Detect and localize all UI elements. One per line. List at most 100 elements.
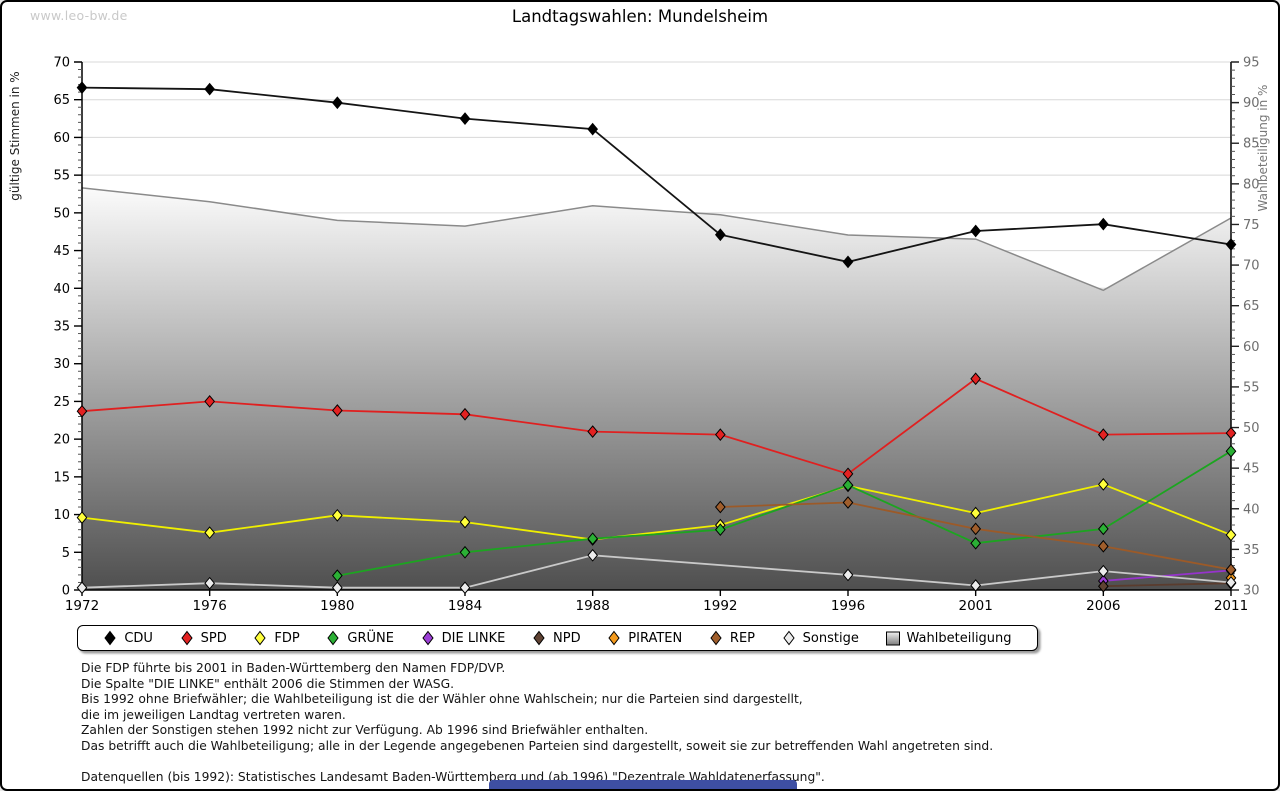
marker-Sonstige	[459, 581, 471, 595]
diamond-marker-icon	[421, 630, 434, 646]
marker-Sonstige	[204, 576, 216, 590]
legend-item-spd: SPD	[180, 630, 227, 646]
legend-label: FDP	[274, 630, 300, 646]
legend-item-rep: REP	[709, 630, 755, 646]
marker-SPD	[714, 428, 726, 441]
marker-SPD	[204, 395, 216, 408]
marker-REP	[714, 500, 726, 514]
series-line-FDP	[81, 483, 1232, 541]
chart-legend: CDU SPD FDP GRÜNE DIE LINKE NPD PIRATEN REP Sons…	[77, 625, 1038, 651]
svg-text:2011: 2011	[1214, 598, 1248, 614]
marker-GRÜNE	[1097, 522, 1109, 536]
series-line-GRÜNE	[337, 450, 1232, 577]
svg-text:35: 35	[1243, 543, 1260, 558]
marker-REP	[842, 496, 854, 509]
legend-label: NPD	[553, 630, 581, 646]
footnote-line: die im jeweiligen Landtag vertreten ware…	[81, 707, 346, 722]
svg-text:40: 40	[1243, 502, 1260, 517]
svg-text:5: 5	[62, 546, 70, 561]
svg-text:70: 70	[1243, 259, 1260, 274]
svg-text:1996: 1996	[831, 598, 865, 614]
marker-GRÜNE	[714, 523, 726, 537]
legend-item-piraten: PIRATEN	[607, 630, 682, 646]
series-line-SPD	[81, 377, 1232, 475]
marker-CDU	[459, 112, 471, 125]
marker-FDP	[204, 526, 216, 540]
marker-Sonstige	[76, 581, 88, 595]
svg-text:1976: 1976	[192, 598, 226, 614]
svg-text:90: 90	[1243, 96, 1260, 111]
diamond-marker-icon	[254, 630, 267, 646]
diamond-marker-icon	[104, 630, 116, 646]
svg-text:80: 80	[1243, 177, 1260, 192]
svg-text:65: 65	[1243, 299, 1260, 314]
marker-SPD	[970, 372, 982, 386]
footnote-line: Das betrifft auch die Wahlbeteiligung; a…	[81, 738, 994, 753]
footnote-line: Zahlen der Sonstigen stehen 1992 nicht z…	[81, 723, 649, 738]
marker-CDU	[1097, 217, 1109, 231]
marker-FDP	[76, 511, 88, 524]
marker-CDU	[970, 224, 982, 238]
left-axis-title: gültige Stimmen in %	[8, 71, 22, 200]
legend-item-wahlbeteiligung: Wahlbeteiligung	[885, 630, 1012, 646]
svg-text:95: 95	[1243, 56, 1260, 71]
svg-text:45: 45	[53, 244, 70, 259]
turnout-area	[82, 187, 1231, 590]
svg-text:25: 25	[53, 395, 70, 410]
svg-text:1972: 1972	[65, 598, 99, 614]
chart-canvas: 0 5 10 15 20 25 30 35 40 45 50 55 60 65 70 30 35 40 45 50 55…	[8, 56, 1270, 615]
series-line-DIE LINKE	[1103, 569, 1232, 582]
marker-GRÜNE	[842, 478, 854, 492]
svg-text:40: 40	[53, 282, 70, 297]
marker-REP	[1097, 539, 1109, 553]
svg-text:60: 60	[1243, 340, 1260, 355]
series-line-NPD	[1103, 582, 1232, 588]
svg-text:30: 30	[1243, 584, 1260, 599]
horizontal-scrollbar-thumb[interactable]	[489, 780, 797, 789]
svg-text:50: 50	[53, 206, 70, 221]
legend-item-npd: NPD	[532, 630, 581, 646]
svg-text:0: 0	[62, 584, 70, 599]
marker-REP	[970, 522, 982, 536]
marker-GRÜNE	[1225, 444, 1237, 458]
svg-text:45: 45	[1243, 462, 1260, 477]
legend-item-grüne: GRÜNE	[326, 630, 394, 646]
legend-item-die-linke: DIE LINKE	[421, 630, 505, 646]
svg-text:60: 60	[53, 131, 70, 146]
marker-FDP	[970, 506, 982, 520]
marker-Sonstige	[587, 548, 599, 562]
svg-text:15: 15	[53, 470, 70, 485]
marker-FDP	[1225, 528, 1237, 542]
svg-text:1988: 1988	[575, 598, 609, 614]
marker-Sonstige	[970, 579, 982, 592]
marker-REP	[1225, 563, 1237, 577]
marker-Sonstige	[331, 581, 343, 595]
footnotes-block: Die FDP führte bis 2001 in Baden-Württem…	[81, 661, 1231, 786]
footnote-line: Die Spalte "DIE LINKE" enthält 2006 die …	[81, 676, 455, 691]
svg-text:2006: 2006	[1086, 598, 1120, 614]
svg-text:2001: 2001	[958, 598, 992, 614]
svg-text:1980: 1980	[320, 598, 354, 614]
legend-label: REP	[729, 630, 755, 646]
legend-item-sonstige: Sonstige	[782, 630, 859, 646]
marker-SPD	[1097, 428, 1109, 441]
diamond-marker-icon	[710, 630, 722, 646]
svg-text:70: 70	[53, 56, 70, 71]
page-title: Landtagswahlen: Mundelsheim	[511, 7, 769, 26]
marker-GRÜNE	[970, 536, 982, 550]
legend-item-cdu: CDU	[103, 630, 153, 646]
svg-text:65: 65	[53, 93, 70, 108]
legend-label: Wahlbeteiligung	[906, 630, 1012, 646]
svg-text:50: 50	[1243, 421, 1260, 436]
svg-text:1984: 1984	[448, 598, 482, 614]
svg-text:1992: 1992	[703, 598, 737, 614]
marker-NPD	[1097, 579, 1109, 593]
marker-SPD	[1225, 426, 1237, 440]
marker-SPD	[459, 407, 471, 421]
svg-text:75: 75	[1243, 218, 1260, 233]
svg-text:20: 20	[53, 433, 70, 448]
svg-text:30: 30	[53, 357, 70, 372]
svg-text:10: 10	[53, 508, 70, 523]
svg-text:55: 55	[1243, 380, 1260, 395]
svg-text:55: 55	[53, 169, 70, 184]
